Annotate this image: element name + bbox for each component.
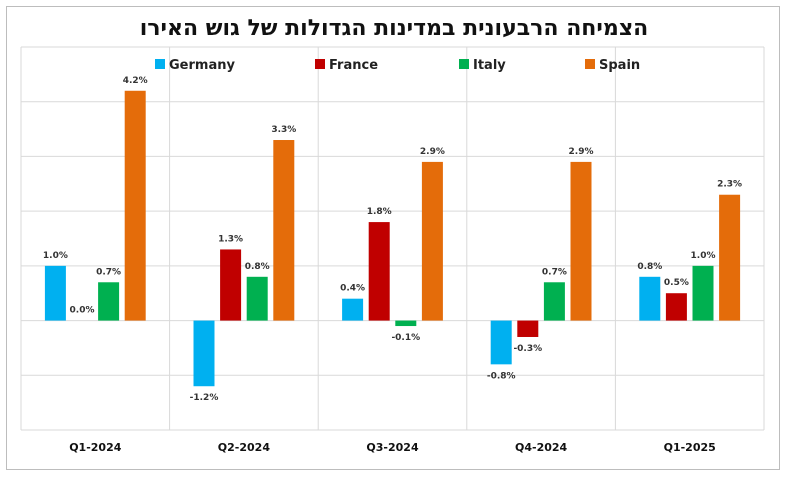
bar-italy-q4-2024 <box>543 282 565 321</box>
bar-spain-q4-2024 <box>570 161 592 321</box>
bar-germany-q1-2025 <box>639 276 661 321</box>
data-labels: 1.0% 0.0% 0.7% 4.2% -1.2% 1.3% 0.8% 3.3% 0.4% 1.8… <box>43 76 742 403</box>
x-tick-label: Q2-2024 <box>218 441 271 454</box>
bar-france-q2-2024 <box>220 249 242 321</box>
bar-france-q1-2025 <box>665 293 687 321</box>
legend-swatch <box>585 59 595 69</box>
legend-swatch <box>155 59 165 69</box>
data-label: 0.8% <box>637 262 662 272</box>
data-label: 0.8% <box>245 262 270 272</box>
data-label: 1.0% <box>691 251 716 261</box>
data-label: 2.9% <box>569 147 594 157</box>
legend-label: Germany <box>169 58 235 73</box>
data-label: 2.9% <box>420 147 445 157</box>
x-axis-ticks: Q1-2024 Q2-2024 Q3-2024 Q4-2024 Q1-2025 <box>69 441 716 454</box>
data-label: -1.2% <box>190 393 219 403</box>
data-label: 0.4% <box>340 284 365 294</box>
bar-germany-q4-2024 <box>490 320 512 365</box>
legend-label: France <box>329 58 378 73</box>
bars <box>44 90 741 387</box>
data-label: 0.7% <box>542 267 567 277</box>
x-tick-label: Q3-2024 <box>366 441 419 454</box>
legend-swatch <box>315 59 325 69</box>
bar-italy-q1-2025 <box>692 265 714 321</box>
bar-germany-q2-2024 <box>193 320 215 387</box>
legend-label: Italy <box>473 58 506 73</box>
bar-italy-q2-2024 <box>246 276 268 321</box>
legend-label: Spain <box>599 58 640 73</box>
legend-swatch <box>459 59 469 69</box>
bar-spain-q3-2024 <box>421 161 443 321</box>
legend-item-italy: Italy <box>459 58 506 73</box>
bar-france-q4-2024 <box>517 320 539 337</box>
legend-item-france: France <box>315 58 378 73</box>
x-tick-label: Q1-2025 <box>664 441 716 454</box>
x-tick-label: Q1-2024 <box>69 441 122 454</box>
data-label: 1.3% <box>218 234 243 244</box>
legend-item-germany: Germany <box>155 58 235 73</box>
bar-germany-q1-2024 <box>44 265 66 321</box>
chart-title: הצמיחה הרבעונית במדינות הגדולות של גוש ה… <box>139 16 649 41</box>
data-label: -0.3% <box>513 344 542 354</box>
bar-spain-q1-2025 <box>719 194 741 321</box>
data-label: 4.2% <box>123 76 148 86</box>
data-label: 1.0% <box>43 251 68 261</box>
data-label: 2.3% <box>717 180 742 190</box>
bar-germany-q3-2024 <box>342 298 364 321</box>
data-label: -0.8% <box>487 371 516 381</box>
legend-item-spain: Spain <box>585 58 640 73</box>
data-label: 0.0% <box>70 306 95 316</box>
bar-italy-q3-2024 <box>395 320 417 327</box>
bar-italy-q1-2024 <box>98 282 120 321</box>
bar-france-q3-2024 <box>368 222 390 321</box>
data-label: 3.3% <box>271 125 296 135</box>
data-label: -0.1% <box>391 333 420 343</box>
data-label: 1.8% <box>367 207 392 217</box>
data-label: 0.7% <box>96 267 121 277</box>
data-label: 0.5% <box>664 278 689 288</box>
bar-spain-q1-2024 <box>124 90 146 321</box>
bar-spain-q2-2024 <box>273 140 295 321</box>
x-tick-label: Q4-2024 <box>515 441 568 454</box>
legend: Germany France Italy Spain <box>155 58 640 73</box>
